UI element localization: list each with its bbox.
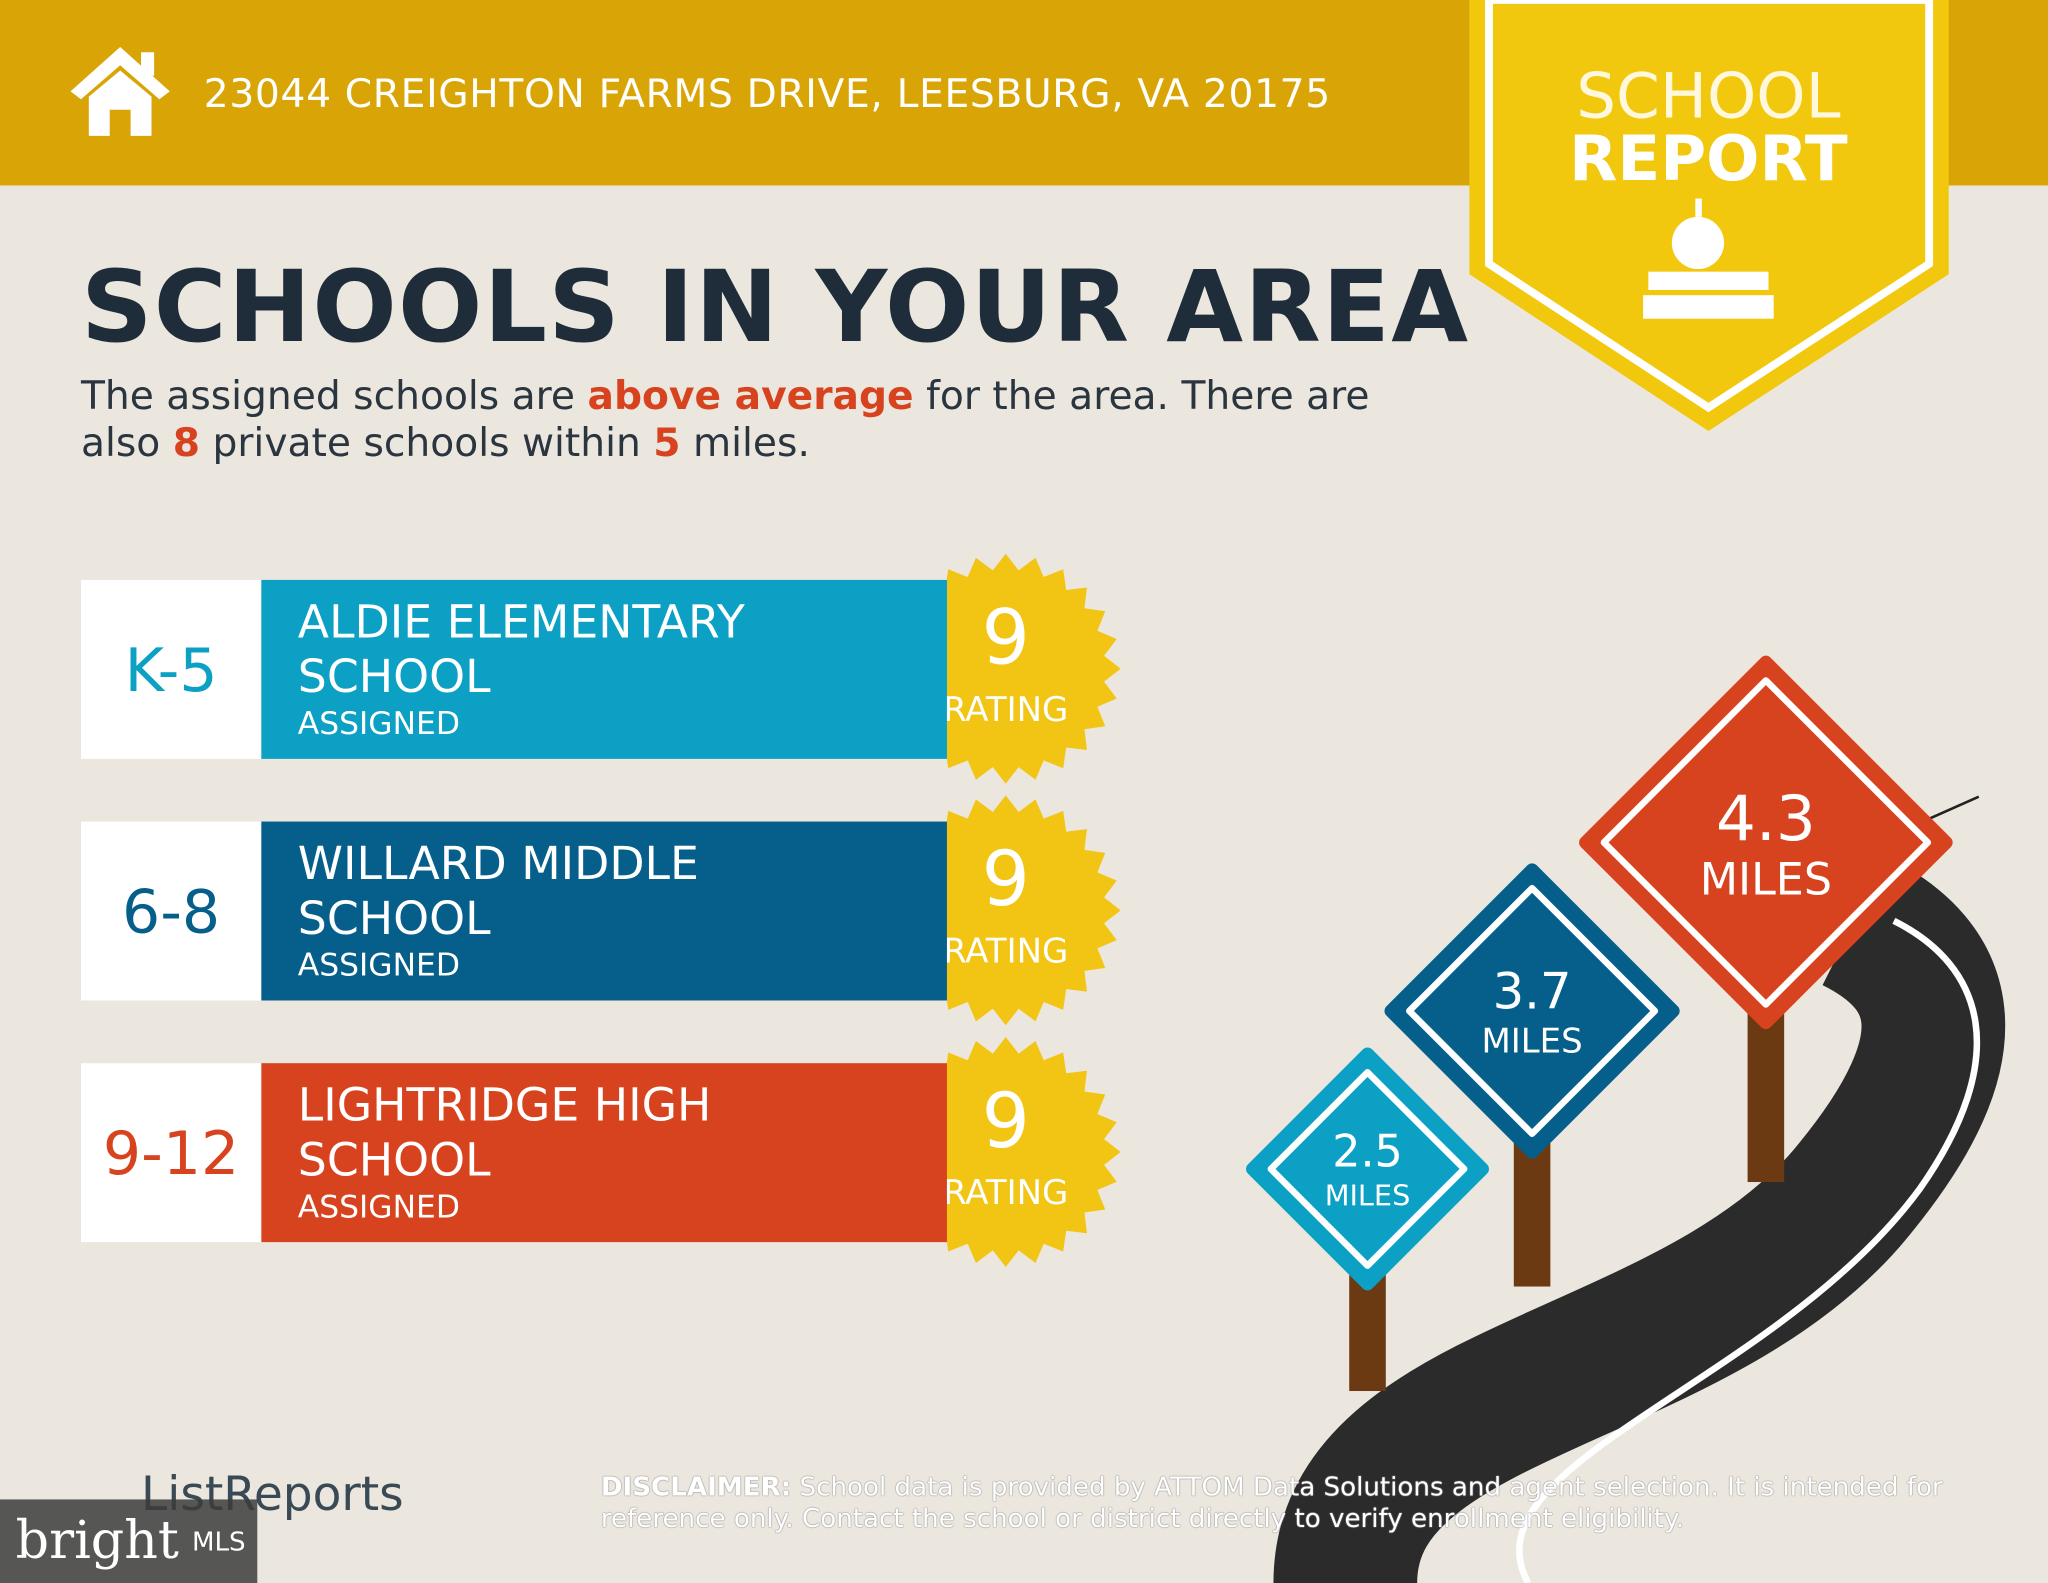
- house-icon: [70, 47, 170, 136]
- watermark: bright MLS: [0, 1499, 258, 1583]
- starburst: [890, 553, 1121, 784]
- sign: [1246, 1047, 1489, 1291]
- intro-text: The assigned schools are: [80, 373, 588, 420]
- sign-unit: MILES: [1481, 1022, 1582, 1062]
- rating-label: RATING: [943, 932, 1068, 972]
- school-status: ASSIGNED: [297, 946, 460, 984]
- rating-badges: 9 RATING 9 RATING 9 RATING: [890, 553, 1121, 1267]
- intro-number: 8: [172, 420, 200, 467]
- rating-label: RATING: [943, 690, 1068, 730]
- intro-highlight: above average: [587, 373, 914, 420]
- address: 23044 CREIGHTON FARMS DRIVE, LEESBURG, V…: [203, 71, 1331, 118]
- badge-outline: [1485, 0, 1934, 413]
- sign-border: [1600, 677, 1932, 1008]
- rating-label: RATING: [943, 1173, 1068, 1213]
- grade: K-5: [80, 579, 262, 759]
- title: SCHOOLS IN YOUR AREA: [80, 248, 1470, 365]
- rating: 9: [982, 1077, 1030, 1165]
- road-line: [1516, 917, 1981, 1583]
- intro-text: for the area. There are also: [80, 373, 1370, 467]
- watermark-suffix: MLS: [191, 1525, 246, 1557]
- row-bar: [261, 1063, 947, 1243]
- watermark-brand: bright: [15, 1511, 179, 1572]
- apple-books-icon: [1643, 198, 1774, 319]
- disclaimer-text: School data is provided by ATTOM Data So…: [600, 1470, 1943, 1534]
- sign: [1384, 863, 1680, 1159]
- intro-number: 5: [653, 420, 681, 467]
- road: [1273, 856, 2006, 1583]
- starburst: [890, 1037, 1121, 1267]
- school-status: ASSIGNED: [297, 1188, 460, 1226]
- school-name: LIGHTRIDGE HIGH SCHOOL: [297, 1080, 712, 1188]
- starburst: [890, 795, 1121, 1026]
- sign-unit: MILES: [1325, 1179, 1411, 1213]
- sign-distance: 3.7: [1493, 962, 1572, 1020]
- sign-border: [1406, 884, 1659, 1137]
- row-bar: [261, 579, 947, 759]
- badge-line: REPORT: [1569, 122, 1848, 195]
- school-name: WILLARD MIDDLE SCHOOL: [297, 838, 699, 946]
- row-bar: [261, 821, 947, 1001]
- sign-unit: MILES: [1700, 855, 1832, 906]
- sign-distance: 2.5: [1332, 1126, 1403, 1177]
- sign-border: [1267, 1069, 1468, 1269]
- grade: 6-8: [80, 821, 262, 1001]
- badge-line: SCHOOL: [1576, 60, 1840, 133]
- grade: 9-12: [80, 1063, 262, 1243]
- intro-text: miles.: [680, 420, 810, 467]
- intro: The assigned schools are above average f…: [81, 374, 1426, 468]
- school-status: ASSIGNED: [297, 705, 460, 742]
- sign-distance: 4.3: [1716, 782, 1816, 855]
- disclaimer: DISCLAIMER: School data is provided by A…: [601, 1471, 1946, 1534]
- rating: 9: [982, 594, 1030, 682]
- disclaimer-label: DISCLAIMER:: [600, 1470, 792, 1503]
- intro-text: private schools within: [199, 420, 654, 467]
- school-name: ALDIE ELEMENTARY SCHOOL: [297, 596, 745, 704]
- badge: [1469, 0, 1949, 432]
- sign: [1579, 655, 1953, 1030]
- rating: 9: [982, 835, 1030, 923]
